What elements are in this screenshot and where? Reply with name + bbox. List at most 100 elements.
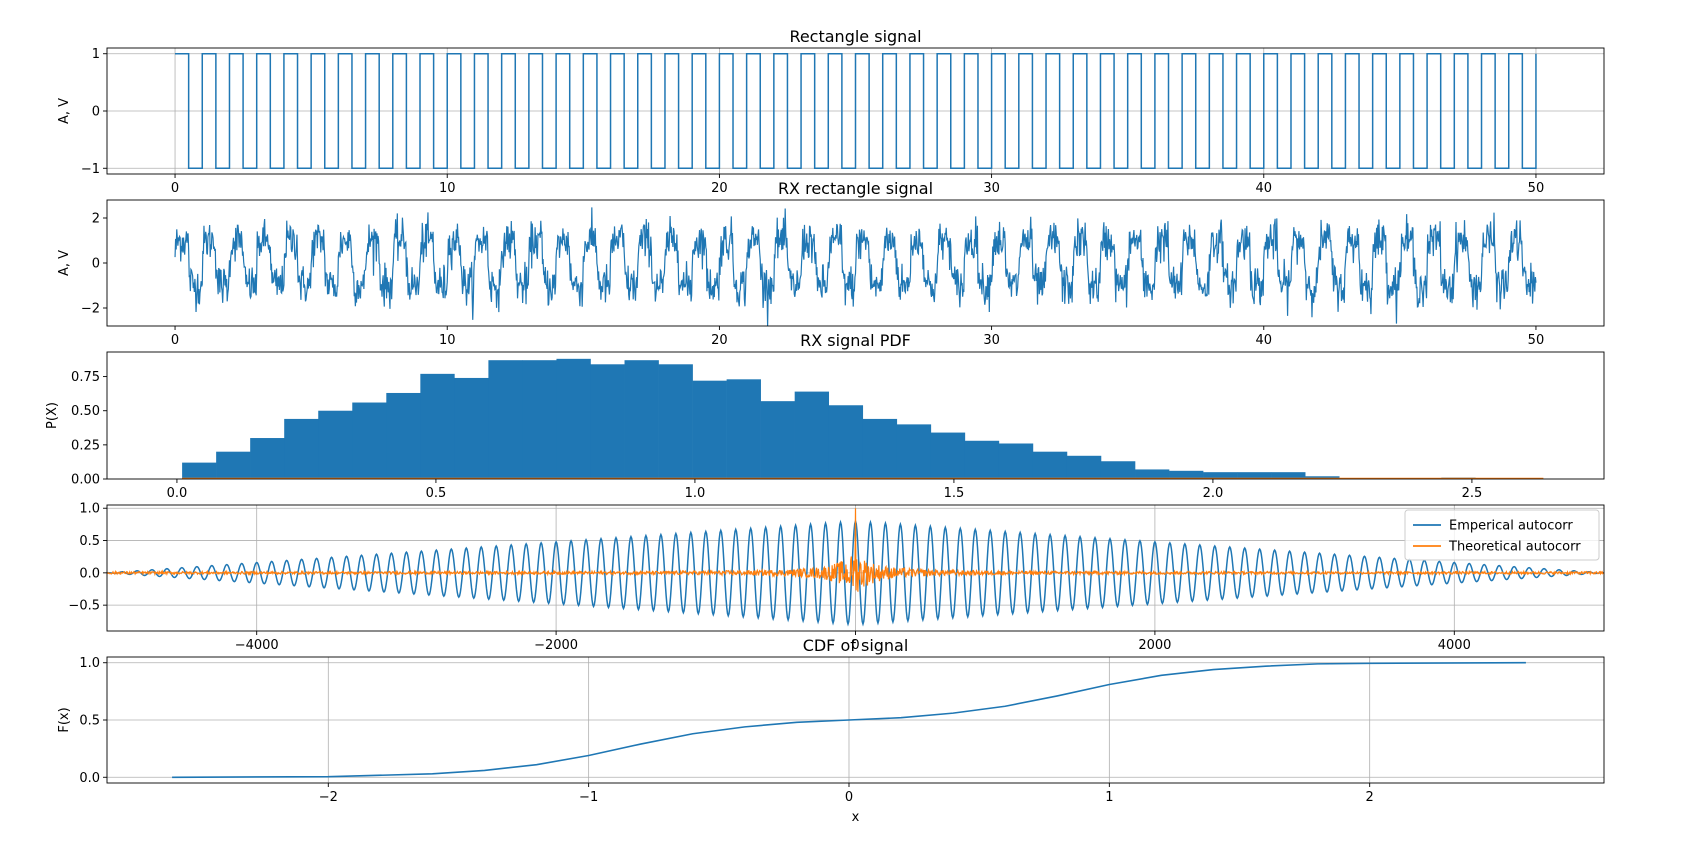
x-tick-label: 0 xyxy=(171,181,179,196)
histogram-bar xyxy=(454,377,489,479)
histogram-bar xyxy=(1271,472,1306,479)
y-tick-label: 0.25 xyxy=(71,438,100,453)
chart-title: Rectangle signal xyxy=(789,27,921,46)
plot-area xyxy=(107,508,1604,627)
y-axis-label: F(x) xyxy=(57,707,72,732)
x-tick-label: 0 xyxy=(171,333,179,348)
histogram-bar xyxy=(1305,476,1340,479)
x-tick-label: 30 xyxy=(983,333,1000,348)
y-axis-label: P(X) xyxy=(45,402,60,429)
chart-title: RX signal PDF xyxy=(800,331,911,350)
x-tick-label: 20 xyxy=(711,333,728,348)
y-tick-label: 2 xyxy=(92,212,100,227)
x-tick-label: 1.5 xyxy=(944,486,965,501)
legend-entry: Theoretical autocorr xyxy=(1448,540,1581,555)
plot-area xyxy=(172,661,1526,779)
x-tick-label: 0.5 xyxy=(426,486,447,501)
plot-area xyxy=(175,52,1537,170)
histogram-bar xyxy=(318,410,353,479)
histogram-bar xyxy=(896,424,932,479)
cdf-line xyxy=(172,661,1526,779)
chart-title: RX rectangle signal xyxy=(778,179,933,198)
histogram-bar xyxy=(284,418,319,479)
chart-1: 0 10 20 30 40 50 −1 0 1 Rectangle signal A, V xyxy=(57,27,1605,196)
x-tick-label: 0 xyxy=(851,638,859,653)
x-tick-label: 20 xyxy=(711,181,728,196)
x-axis-label: x xyxy=(852,810,860,825)
y-tick-label: 0.5 xyxy=(79,534,100,549)
x-tick-label: −1 xyxy=(579,790,598,805)
histogram-bar xyxy=(1169,470,1204,479)
histogram-bar xyxy=(522,360,557,479)
histogram-bar xyxy=(658,364,693,479)
histogram-bar xyxy=(1135,469,1170,479)
y-tick-label: 1.0 xyxy=(79,502,100,517)
legend: Emperical autocorr Theoretical autocorr xyxy=(1404,509,1600,561)
histogram-bar xyxy=(386,392,421,479)
histogram-bar xyxy=(726,379,761,479)
histogram-bar xyxy=(556,358,591,479)
theoretical-autocorr-line xyxy=(107,508,1604,592)
x-tick-label: 2000 xyxy=(1138,638,1171,653)
histogram-bar xyxy=(998,443,1034,479)
x-tick-label: 2.0 xyxy=(1203,486,1224,501)
y-tick-label: 1.0 xyxy=(79,656,100,671)
x-tick-label: 30 xyxy=(983,181,1000,196)
y-tick-label: 1 xyxy=(92,47,100,62)
histogram-bar xyxy=(420,373,455,479)
histogram-bar xyxy=(1203,472,1238,479)
histogram-bar xyxy=(930,432,966,479)
axes-frame xyxy=(106,351,1605,480)
x-tick-label: −4000 xyxy=(235,638,279,653)
x-tick-label: −2000 xyxy=(534,638,578,653)
y-tick-label: −2 xyxy=(81,302,100,317)
histogram-bar xyxy=(250,438,285,479)
chart-3: 0.0 0.5 1.0 1.5 2.0 2.5 0.00 0.25 0.50 0.75 RX sig… xyxy=(45,331,1605,501)
x-tick-label: 0 xyxy=(845,790,853,805)
histogram-bar xyxy=(964,440,1000,479)
x-tick-label: 4000 xyxy=(1438,638,1471,653)
histogram-bar xyxy=(1032,451,1068,479)
histogram-bar xyxy=(760,401,795,479)
chart-4: Emperical autocorr Theoretical autocorr −4… xyxy=(68,502,1605,653)
x-tick-label: 0.0 xyxy=(167,486,188,501)
histogram-bar xyxy=(182,462,217,479)
histogram-bar xyxy=(828,405,864,479)
x-tick-label: 2 xyxy=(1366,790,1374,805)
histogram-bars xyxy=(182,358,1510,479)
x-tick-label: 1 xyxy=(1105,790,1113,805)
x-tick-label: 40 xyxy=(1255,333,1272,348)
histogram-bar xyxy=(1066,455,1102,479)
y-tick-label: 0.50 xyxy=(71,404,100,419)
histogram-bar xyxy=(216,451,251,479)
histogram-bar xyxy=(590,364,625,479)
y-tick-label: 0.0 xyxy=(79,771,100,786)
y-axis-label: A, V xyxy=(57,98,72,124)
x-tick-label: 1.0 xyxy=(685,486,706,501)
histogram-bar xyxy=(488,360,523,479)
histogram-bar xyxy=(1100,461,1136,479)
y-tick-label: −1 xyxy=(81,162,100,177)
rx-signal-line xyxy=(174,207,1537,326)
x-tick-label: −2 xyxy=(319,790,338,805)
y-axis-label: A, V xyxy=(57,250,72,276)
y-tick-label: 0 xyxy=(92,257,100,272)
x-tick-label: 40 xyxy=(1255,181,1272,196)
legend-entry: Emperical autocorr xyxy=(1449,519,1573,534)
y-tick-label: 0.00 xyxy=(71,473,100,488)
rectangle-signal-line xyxy=(175,52,1537,170)
x-tick-label: 10 xyxy=(439,333,456,348)
histogram-bar xyxy=(794,391,830,479)
x-tick-label: 50 xyxy=(1528,333,1545,348)
x-tick-label: 2.5 xyxy=(1462,486,1483,501)
histogram-bar xyxy=(624,360,659,479)
chart-5: −2 −1 0 1 2 0.0 0.5 1.0 CDF of signal F(x) x xyxy=(57,636,1605,825)
histogram-bar xyxy=(1237,472,1272,479)
x-tick-label: 10 xyxy=(439,181,456,196)
histogram-bar xyxy=(862,418,898,479)
y-tick-label: 0 xyxy=(92,105,100,120)
y-tick-label: 0.75 xyxy=(71,370,100,385)
x-tick-label: 50 xyxy=(1528,181,1545,196)
plot-area xyxy=(182,358,1544,479)
